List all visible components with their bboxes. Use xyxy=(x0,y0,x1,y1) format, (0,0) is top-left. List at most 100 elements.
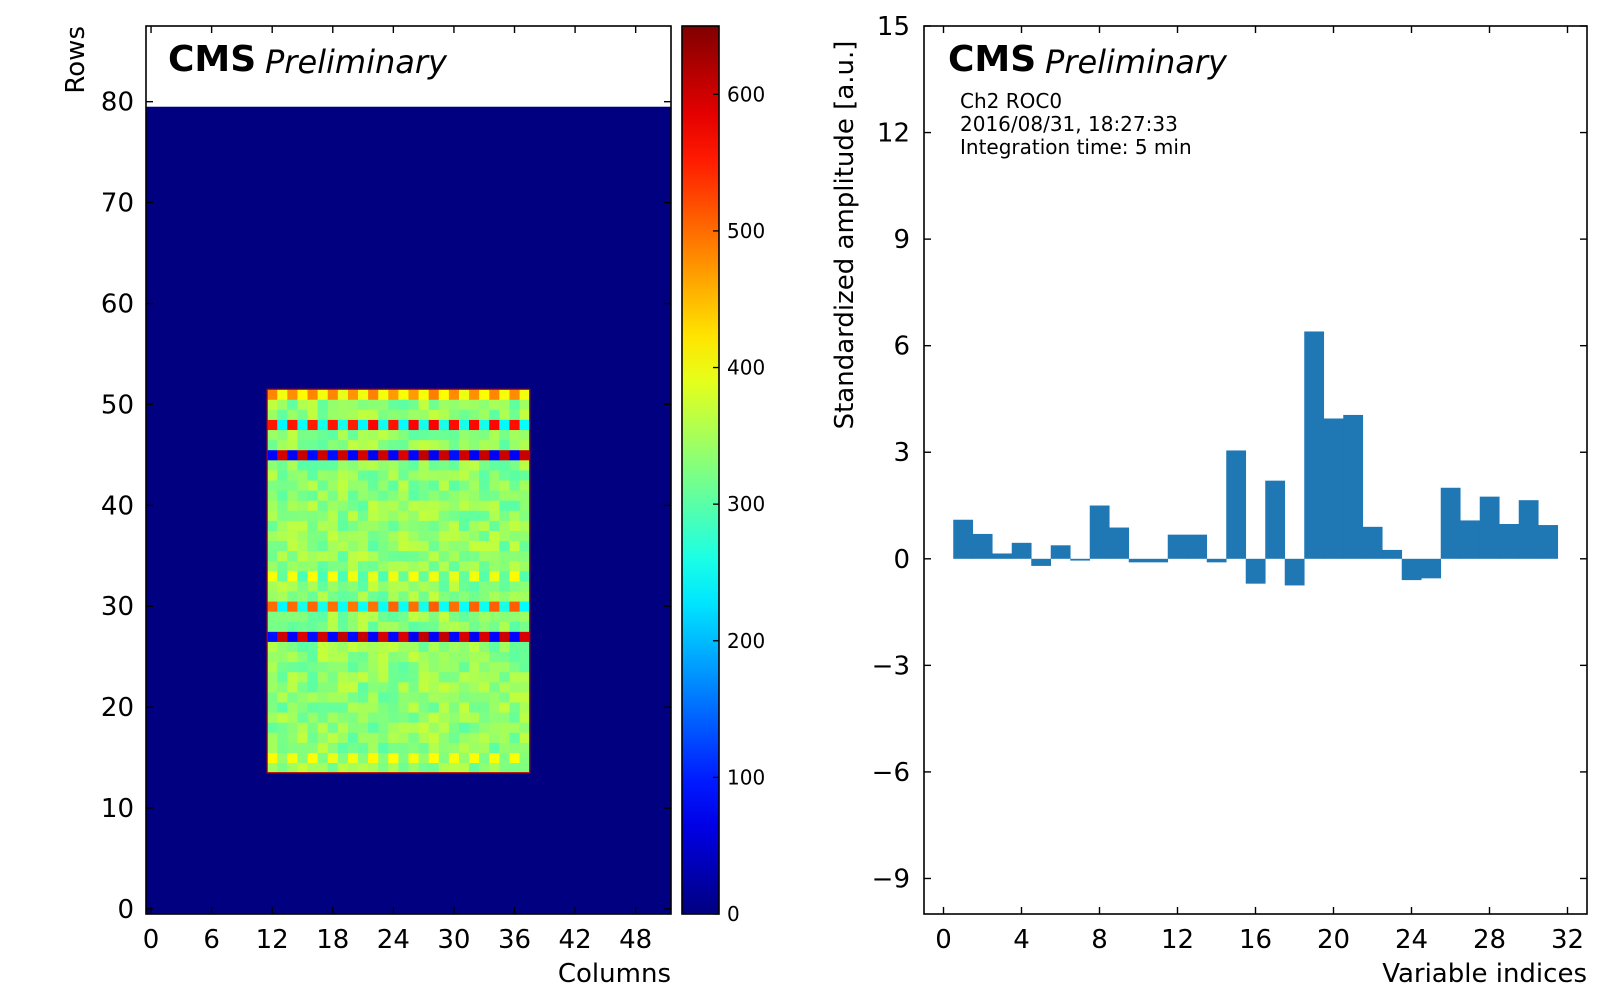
heatmap-cell xyxy=(368,429,379,441)
bar xyxy=(1382,549,1403,559)
heatmap-cell xyxy=(469,490,480,501)
heatmap-cell xyxy=(448,651,460,663)
heatmap-cell xyxy=(317,631,329,642)
heatmap-cell xyxy=(297,429,308,441)
heatmap-cell xyxy=(489,611,500,622)
heatmap-cell xyxy=(287,692,298,703)
heatmap-cell xyxy=(469,611,480,622)
heatmap-cell xyxy=(327,641,339,653)
heatmap-cell xyxy=(489,661,500,673)
heatmap-cell xyxy=(458,702,470,713)
heatmap-cell xyxy=(368,752,379,764)
heatmap-cell xyxy=(277,611,288,622)
heatmap-cell xyxy=(317,510,329,521)
heatmap-cell xyxy=(277,742,288,753)
heatmap-cell xyxy=(317,540,329,552)
heatmap-cell xyxy=(307,389,319,400)
colorbar-frame xyxy=(681,25,720,915)
heatmap-cell xyxy=(418,661,430,673)
heatmap-cell xyxy=(499,671,510,683)
heatmap-cell xyxy=(519,560,531,572)
heatmap-x-tick-label: 42 xyxy=(559,925,592,955)
heatmap-cell xyxy=(469,671,480,683)
heatmap-cell xyxy=(469,702,480,713)
heatmap-cell xyxy=(277,500,288,511)
heatmap-cell xyxy=(519,510,531,521)
heatmap-cell xyxy=(469,439,480,451)
heatmap-cell xyxy=(297,581,308,592)
heatmap-cell xyxy=(307,449,319,461)
heatmap-cell xyxy=(428,702,440,713)
heatmap-cell xyxy=(448,470,460,481)
heatmap-cell xyxy=(418,500,430,511)
heatmap-cell xyxy=(418,459,430,471)
heatmap-cell xyxy=(337,520,349,531)
heatmap-cell xyxy=(307,439,319,451)
heatmap-cell xyxy=(337,581,349,592)
heatmap-cell xyxy=(388,671,399,683)
heatmap-cell xyxy=(317,449,329,461)
heatmap-cell xyxy=(337,752,349,764)
heatmap-cell xyxy=(408,621,419,632)
heatmap-cell xyxy=(358,762,369,774)
heatmap-cell xyxy=(448,671,460,683)
heatmap-cell xyxy=(499,419,510,431)
heatmap-cell xyxy=(358,742,369,753)
heatmap-cell xyxy=(327,449,339,461)
heatmap-cell xyxy=(519,429,531,441)
heatmap-cell xyxy=(327,742,339,753)
heatmap-cell xyxy=(368,591,379,602)
heatmap-cell xyxy=(358,692,369,703)
heatmap-cell xyxy=(398,419,409,431)
heatmap-cell xyxy=(469,621,480,632)
heatmap-cell xyxy=(327,651,339,663)
heatmap-cell xyxy=(418,470,430,481)
heatmap-cell xyxy=(519,611,531,622)
heatmap-cell xyxy=(297,712,308,723)
heatmap-cell xyxy=(418,520,430,531)
heatmap-cell xyxy=(378,651,389,663)
heatmap-cell xyxy=(317,692,329,703)
heatmap-cell xyxy=(458,692,470,703)
bar xyxy=(992,553,1013,559)
heatmap-cell xyxy=(317,570,329,582)
heatmap-cell xyxy=(368,601,379,612)
heatmap-cell xyxy=(277,570,288,582)
heatmap-cell xyxy=(438,419,450,431)
heatmap-cell xyxy=(337,480,349,491)
heatmap-cell xyxy=(469,641,480,653)
heatmap-cell xyxy=(428,752,440,764)
heatmap-cell xyxy=(408,550,419,562)
heatmap-cell xyxy=(277,429,288,441)
heatmap-cell xyxy=(347,550,359,562)
heatmap-cell xyxy=(287,560,298,572)
heatmap-cell xyxy=(327,500,339,511)
heatmap-cell xyxy=(287,641,298,653)
heatmap-cell xyxy=(327,661,339,673)
heatmap-cell xyxy=(267,752,278,764)
heatmap-cell xyxy=(519,540,531,552)
heatmap-cell xyxy=(458,399,470,410)
heatmap-cell xyxy=(337,621,349,632)
heatmap-cell xyxy=(347,641,359,653)
heatmap-cell xyxy=(479,712,490,723)
heatmap-cell xyxy=(287,611,298,622)
heatmap-cell xyxy=(388,591,399,602)
heatmap-cell xyxy=(287,661,298,673)
heatmap-cell xyxy=(448,510,460,521)
bar-x-tick-label: 16 xyxy=(1239,925,1272,955)
heatmap-cell xyxy=(317,389,329,400)
heatmap-cell xyxy=(458,470,470,481)
heatmap-cell xyxy=(499,470,510,481)
heatmap-cell xyxy=(277,661,288,673)
colorbar-tick-label: 200 xyxy=(727,629,765,653)
bar xyxy=(1460,520,1481,559)
heatmap-cell xyxy=(408,702,419,713)
bar xyxy=(1128,558,1149,563)
heatmap-cell xyxy=(297,742,308,753)
heatmap-cell xyxy=(327,621,339,632)
heatmap-cell xyxy=(388,702,399,713)
heatmap-cell xyxy=(277,581,288,592)
heatmap-cell xyxy=(418,429,430,441)
heatmap-cell xyxy=(398,641,409,653)
